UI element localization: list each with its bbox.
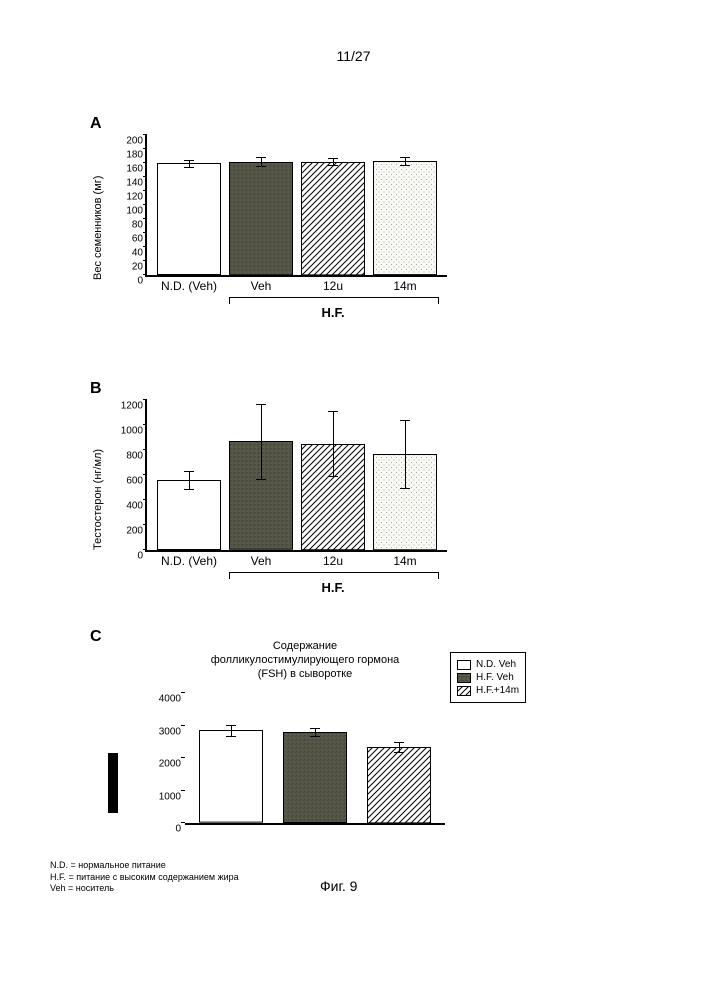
ytick-label: 140 — [126, 178, 147, 189]
ytick-label: 1000 — [159, 791, 185, 802]
error-bar — [189, 160, 190, 167]
ytick-label: 120 — [126, 192, 147, 203]
chart-b: Тестостерон (нг/мл) 02004006008001000120… — [90, 400, 450, 570]
chart-b-ylabel: Тестостерон (нг/мл) — [92, 449, 104, 550]
ytick-label: 3000 — [159, 726, 185, 737]
ytick-label: 160 — [126, 164, 147, 175]
panel-a: A Вес семенников (мг) 020406080100120140… — [90, 135, 450, 295]
ytick-label: 600 — [126, 476, 147, 487]
footnote-hf: H.F. = питание с высоким содержанием жир… — [50, 872, 239, 884]
xtick-label: Veh — [251, 279, 272, 293]
ytick-label: 0 — [175, 824, 185, 835]
chart-c-plot: 01000200030004000 — [185, 693, 445, 825]
bar — [301, 162, 365, 275]
ytick-label: 2000 — [159, 759, 185, 770]
panel-b: B Тестостерон (нг/мл) 020040060080010001… — [90, 400, 450, 570]
error-bar — [261, 157, 262, 165]
footnote-veh: Veh = носитель — [50, 883, 239, 895]
ytick-label: 400 — [126, 501, 147, 512]
ytick-label: 0 — [137, 551, 147, 562]
ytick-label: 200 — [126, 136, 147, 147]
bar — [199, 730, 263, 823]
ytick-label: 1200 — [121, 401, 147, 412]
figure-label: Фиг. 9 — [320, 878, 357, 894]
ytick-label: 0 — [137, 276, 147, 287]
chart-a: Вес семенников (мг) 02040608010012014016… — [90, 135, 450, 295]
chart-a-ylabel: Вес семенников (мг) — [92, 176, 104, 280]
legend-label: N.D. Veh — [476, 659, 516, 670]
error-bar — [333, 411, 334, 476]
panel-a-label: A — [90, 115, 102, 133]
xtick-label: N.D. (Veh) — [161, 554, 217, 568]
ytick-label: 4000 — [159, 694, 185, 705]
xtick-label: 12u — [323, 554, 343, 568]
chart-a-plot: 020406080100120140160180200N.D. (Veh)Veh… — [145, 135, 447, 277]
bar — [157, 480, 221, 550]
hf-bracket — [229, 572, 439, 579]
chart-b-plot: 020040060080010001200N.D. (Veh)Veh12u14m… — [145, 400, 447, 552]
bar — [367, 747, 431, 823]
legend-label: H.F.+14m — [476, 685, 519, 696]
error-bar — [405, 420, 406, 488]
bar — [373, 161, 437, 275]
ytick-label: 1000 — [121, 426, 147, 437]
panel-c-label: C — [90, 628, 102, 646]
legend-swatch — [457, 673, 471, 683]
bar — [283, 732, 347, 823]
footnotes: N.D. = нормальное питание H.F. = питание… — [50, 860, 239, 895]
legend-item: H.F.+14m — [457, 685, 519, 696]
bar — [229, 162, 293, 275]
error-bar — [189, 471, 190, 489]
legend-item: N.D. Veh — [457, 659, 519, 670]
xtick-label: N.D. (Veh) — [161, 279, 217, 293]
legend-swatch — [457, 660, 471, 670]
chart-c: 01000200030004000 N.D. VehH.F. VehH.F.+1… — [90, 648, 510, 828]
footnote-nd: N.D. = нормальное питание — [50, 860, 239, 872]
panel-c: C Содержание фолликулостимулирующего гор… — [90, 648, 510, 828]
error-bar — [261, 404, 262, 479]
ytick-label: 20 — [132, 262, 147, 273]
legend-item: H.F. Veh — [457, 672, 519, 683]
ytick-label: 800 — [126, 451, 147, 462]
hf-label: H.F. — [321, 580, 344, 595]
ytick-label: 40 — [132, 248, 147, 259]
chart-c-legend: N.D. Veh H.F. Veh H.F.+14m — [450, 652, 526, 703]
legend-label: H.F. Veh — [476, 672, 514, 683]
xtick-label: 12u — [323, 279, 343, 293]
ytick-label: 60 — [132, 234, 147, 245]
panel-b-label: B — [90, 380, 102, 398]
xtick-label: 14m — [393, 279, 416, 293]
error-bar — [333, 158, 334, 165]
bar — [157, 163, 221, 275]
error-bar — [399, 742, 400, 752]
error-bar — [405, 157, 406, 165]
ytick-label: 200 — [126, 526, 147, 537]
hf-label: H.F. — [321, 305, 344, 320]
chart-c-scale-bar — [108, 753, 118, 813]
hf-bracket — [229, 297, 439, 304]
xtick-label: 14m — [393, 554, 416, 568]
ytick-label: 180 — [126, 150, 147, 161]
legend-swatch — [457, 686, 471, 696]
ytick-label: 80 — [132, 220, 147, 231]
page-number: 11/27 — [0, 48, 707, 64]
ytick-label: 100 — [126, 206, 147, 217]
error-bar — [315, 728, 316, 735]
error-bar — [231, 725, 232, 737]
xtick-label: Veh — [251, 554, 272, 568]
